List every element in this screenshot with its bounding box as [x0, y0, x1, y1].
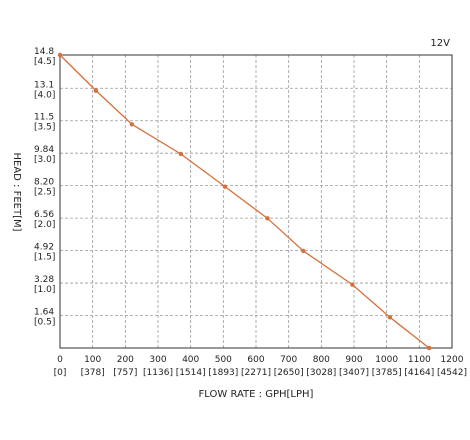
- grid: [60, 55, 452, 348]
- y-tick-label: 14.8: [34, 47, 54, 57]
- x-tick-sublabel: [4542]: [437, 368, 467, 378]
- data-point: [265, 216, 270, 221]
- x-tick-label: 0: [57, 355, 63, 365]
- x-tick-label: 1000: [375, 355, 398, 365]
- x-tick-sublabel: [4164]: [404, 368, 434, 378]
- y-tick-label: 4.92: [34, 243, 54, 253]
- series: [57, 52, 432, 351]
- data-point: [426, 345, 432, 351]
- y-tick-label: 9.84: [34, 145, 54, 155]
- x-tick-label: 900: [345, 355, 362, 365]
- data-point: [350, 282, 355, 287]
- y-tick-sublabel: [4.5]: [34, 57, 55, 67]
- x-tick-label: 300: [149, 355, 166, 365]
- voltage-label: 12V: [430, 38, 450, 49]
- y-tick-sublabel: [0.5]: [34, 318, 55, 328]
- y-tick-label: 8.20: [34, 178, 54, 188]
- y-tick-sublabel: [3.0]: [34, 155, 55, 165]
- x-tick-label: 200: [117, 355, 134, 365]
- y-tick-label: 6.56: [34, 210, 54, 220]
- x-axis-label: FLOW RATE : GPH[LPH]: [199, 389, 314, 400]
- x-tick-label: 600: [247, 355, 264, 365]
- x-tick-label: 700: [280, 355, 297, 365]
- data-point: [93, 88, 99, 93]
- y-tick-sublabel: [4.0]: [34, 90, 55, 100]
- y-tick-sublabel: [1.0]: [34, 285, 55, 295]
- x-tick-sublabel: [1893]: [208, 368, 238, 378]
- y-tick-sublabel: [1.5]: [34, 253, 55, 263]
- x-tick-sublabel: [378]: [81, 368, 105, 378]
- y-tick-label: 13.1: [34, 80, 54, 90]
- x-tick-sublabel: [0]: [54, 368, 67, 378]
- x-tick-label: 1200: [441, 355, 464, 365]
- x-tick-sublabel: [3028]: [306, 368, 336, 378]
- y-tick-label: 3.28: [34, 275, 54, 285]
- x-tick-label: 1100: [408, 355, 431, 365]
- x-tick-label: 500: [215, 355, 232, 365]
- y-tick-sublabel: [2.0]: [34, 220, 55, 230]
- x-tick-sublabel: [757]: [113, 368, 137, 378]
- x-tick-label: 400: [182, 355, 199, 365]
- y-axis-label: HEAD : FEET[M]: [11, 152, 22, 231]
- x-axis-ticks: 0 [0] 100 [378] 200 [757] 300 [1136] 400 [1514] 50…: [54, 355, 467, 378]
- data-point: [57, 52, 63, 58]
- y-axis-ticks: 14.8[4.5] 13.1[4.0] 11.5[3.5] 9.84[3.0] 8.20…: [34, 47, 55, 328]
- data-point: [129, 122, 135, 127]
- plot-frame: [59, 54, 453, 349]
- data-point: [178, 151, 184, 157]
- data-point: [301, 248, 306, 254]
- x-tick-label: 100: [84, 355, 101, 365]
- x-tick-sublabel: [2271]: [241, 368, 271, 378]
- x-tick-sublabel: [3407]: [339, 368, 369, 378]
- data-point: [387, 315, 393, 320]
- y-tick-label: 11.5: [34, 113, 54, 123]
- x-tick-label: 800: [313, 355, 330, 365]
- head-flow-curve: [59, 54, 430, 349]
- data-point: [222, 184, 228, 189]
- y-tick-sublabel: [3.5]: [34, 123, 55, 133]
- x-tick-sublabel: [3785]: [372, 368, 402, 378]
- y-tick-label: 1.64: [34, 308, 54, 318]
- x-tick-sublabel: [1136]: [143, 368, 173, 378]
- x-tick-sublabel: [2650]: [274, 368, 304, 378]
- y-tick-sublabel: [2.5]: [34, 188, 55, 198]
- x-tick-sublabel: [1514]: [176, 368, 206, 378]
